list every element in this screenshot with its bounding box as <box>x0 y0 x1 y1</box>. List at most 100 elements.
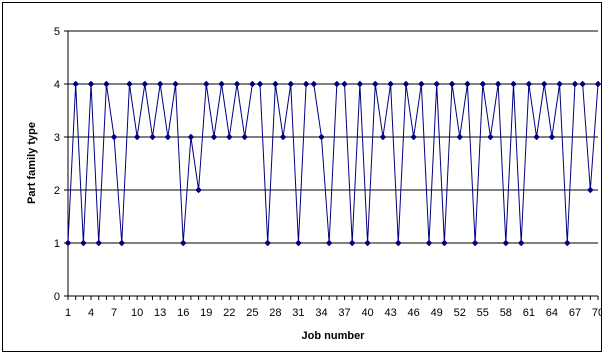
data-point <box>110 133 118 141</box>
data-point <box>464 80 471 88</box>
x-tick-label: 52 <box>454 307 466 319</box>
data-point <box>517 239 525 247</box>
data-point <box>141 80 149 88</box>
x-tick-label: 13 <box>154 307 166 319</box>
data-point <box>502 239 510 247</box>
data-point <box>241 133 249 141</box>
data-point <box>80 239 87 247</box>
data-point <box>364 239 371 247</box>
data-point <box>264 239 272 247</box>
data-point <box>210 133 218 141</box>
data-point <box>325 239 333 247</box>
x-tick-label: 37 <box>338 307 350 319</box>
data-point <box>487 133 494 141</box>
x-tick-label: 31 <box>292 307 304 319</box>
data-point <box>72 80 80 88</box>
x-axis-title: Job number <box>302 330 366 342</box>
data-point <box>579 80 586 88</box>
data-point <box>348 239 356 247</box>
x-tick-label: 25 <box>246 307 258 319</box>
data-point <box>187 133 195 141</box>
data-point <box>571 80 579 88</box>
data-point <box>410 133 418 141</box>
data-point <box>448 80 456 88</box>
data-point <box>164 133 172 141</box>
data-point <box>594 80 601 88</box>
x-tick-label: 16 <box>177 307 189 319</box>
data-point <box>425 239 433 247</box>
data-point <box>333 80 341 88</box>
x-tick-label: 10 <box>131 307 143 319</box>
data-point <box>302 80 310 88</box>
data-point <box>387 80 394 88</box>
data-point <box>103 80 110 88</box>
data-point <box>64 239 72 247</box>
data-point <box>371 80 379 88</box>
data-point <box>279 133 287 141</box>
data-point <box>540 80 548 88</box>
x-tick-label: 28 <box>269 307 281 319</box>
data-point <box>510 80 517 88</box>
data-point <box>225 133 233 141</box>
y-tick-label: 5 <box>54 26 60 38</box>
data-point <box>87 80 95 88</box>
x-tick-label: 40 <box>361 307 373 319</box>
x-tick-label: 1 <box>65 307 71 319</box>
chart-frame: 0 1 2 3 4 5 1 4 7 10 13 16 19 22 25 28 31 34 37 40 43 46 49 52 5… <box>2 2 602 352</box>
data-point <box>356 80 364 88</box>
x-tick-label: 4 <box>88 307 94 319</box>
data-point <box>479 80 487 88</box>
x-tick-label: 34 <box>315 307 327 319</box>
data-point <box>218 80 225 88</box>
data-point <box>256 80 264 88</box>
data-point <box>202 80 210 88</box>
x-tick-label: 55 <box>477 307 489 319</box>
data-point <box>548 133 556 141</box>
x-tick-label: 46 <box>408 307 420 319</box>
y-tick-label: 3 <box>54 132 60 144</box>
data-point <box>310 80 318 88</box>
data-point <box>563 239 571 247</box>
x-tick-label: 49 <box>431 307 443 319</box>
data-point <box>533 133 540 141</box>
x-tick-label: 19 <box>200 307 212 319</box>
data-point <box>95 239 103 247</box>
x-tick-label: 70 <box>592 307 601 319</box>
x-tick-label: 61 <box>523 307 535 319</box>
data-point <box>118 239 126 247</box>
data-point <box>195 186 202 194</box>
data-point <box>248 80 256 88</box>
data-point <box>156 80 164 88</box>
data-point <box>456 133 464 141</box>
data-point <box>379 133 387 141</box>
y-tick-label: 2 <box>54 185 60 197</box>
data-point <box>402 80 410 88</box>
data-point <box>525 80 533 88</box>
data-point <box>556 80 563 88</box>
x-tick-label: 58 <box>500 307 512 319</box>
data-point <box>295 239 302 247</box>
y-tick-label: 1 <box>54 238 60 250</box>
data-point <box>471 239 479 247</box>
data-point <box>394 239 402 247</box>
series-layer <box>64 80 601 247</box>
data-point <box>233 80 241 88</box>
data-point <box>287 80 295 88</box>
data-point <box>441 239 448 247</box>
x-tick-label: 43 <box>384 307 396 319</box>
y-axis-title: Part family type <box>26 122 38 204</box>
data-point <box>341 80 348 88</box>
axes <box>64 30 599 300</box>
x-tick-label: 22 <box>223 307 235 319</box>
data-point <box>133 133 141 141</box>
x-tick-label: 7 <box>111 307 117 319</box>
data-point <box>126 80 133 88</box>
data-point <box>417 80 425 88</box>
gridlines <box>68 30 598 244</box>
y-tick-label: 0 <box>54 291 60 303</box>
y-tick-label: 4 <box>54 79 60 91</box>
series-line <box>67 83 599 244</box>
data-point <box>272 80 279 88</box>
